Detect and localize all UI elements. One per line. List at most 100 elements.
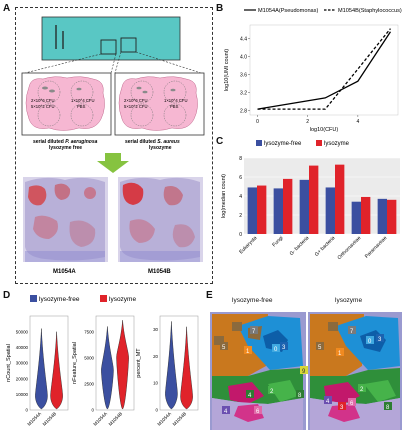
bar-lysozyme	[309, 165, 319, 234]
svg-text:4: 4	[326, 399, 330, 405]
section-right	[118, 177, 203, 262]
x-tick-label: G- bacteria	[289, 235, 311, 257]
y-tick-label: 20000	[16, 376, 29, 381]
y-tick-label: 10	[153, 381, 158, 386]
x-axis-label: log10(CFU)	[310, 127, 339, 133]
x-tick-label: Pararnavirae	[364, 235, 389, 260]
bar-lysozyme	[257, 185, 267, 234]
section-left	[23, 177, 108, 262]
y-tick-label: 4.0	[240, 54, 247, 60]
bar-lysozyme-free	[247, 187, 257, 234]
dish-left-cell-1: 2×10^6 CFU	[31, 98, 55, 103]
caption-right-line2: lysozyme	[149, 145, 172, 151]
dish-right-cell-1: 2×10^6 CFU	[124, 98, 148, 103]
capture-area-1	[100, 39, 117, 55]
y-axis-label: percent_MT	[136, 348, 142, 378]
legend-swatch-free	[30, 295, 37, 302]
svg-text:3: 3	[340, 405, 344, 411]
x-tick-label: 2	[306, 119, 309, 125]
panel-e-label: E	[206, 290, 213, 301]
y-tick-label: 40000	[16, 345, 29, 350]
y-tick-label: 10000	[16, 392, 29, 397]
panel-c-chart: 0 2 4 6 8 lysozyme-free lysozyme log(median cou…	[221, 140, 400, 261]
bar-lysozyme	[335, 164, 345, 234]
section-right-label: M1054B	[148, 269, 171, 275]
y-tick-label: 30000	[16, 361, 29, 366]
svg-text:4: 4	[248, 393, 252, 399]
legend-label-free: lysozyme-free	[39, 296, 80, 303]
panel-d-label: D	[3, 290, 11, 301]
y-tick-label: 0	[92, 408, 95, 413]
dish-left-cell-3: 5×10^2 CFU	[31, 104, 55, 109]
bar-lysozyme-free	[377, 198, 387, 234]
x-tick-label: M1054A	[26, 411, 42, 427]
panel-d-chart: lysozyme-free lysozyme 0 10000 20000 30000 400…	[6, 295, 199, 427]
panel-e-left-title: lysozyme-free	[232, 297, 273, 304]
panel-a-frame	[15, 7, 213, 284]
svg-text:3: 3	[282, 345, 286, 351]
series-line-pseudomonas	[257, 31, 392, 110]
svg-text:8: 8	[386, 405, 390, 411]
svg-text:9: 9	[302, 369, 306, 375]
panel-b-chart: M1054A(Pseudomonas) M1054B(Staphylococcus…	[224, 8, 402, 133]
dish-right-cell-2: 1×10^4 CFU	[164, 98, 188, 103]
violin-m1054a	[101, 326, 114, 410]
y-tick-label: 0	[239, 232, 242, 238]
svg-text:5: 5	[318, 345, 322, 351]
cluster-labels-right: 7 5 1 0 3 2 4 6 3 8	[316, 326, 392, 411]
svg-text:7: 7	[252, 329, 256, 335]
y-axis-label: nCount_Spatial	[6, 344, 12, 382]
y-tick-label: 50000	[16, 329, 29, 334]
caption-left-line2: lysozyme free	[49, 145, 82, 151]
y-axis-label: nFeature_Spatial	[72, 342, 78, 384]
svg-text:6: 6	[350, 401, 354, 407]
legend-swatch-free	[256, 140, 262, 146]
y-tick-label: 4	[239, 194, 242, 200]
svg-text:0: 0	[368, 339, 372, 345]
y-tick-label: 0	[26, 408, 29, 413]
x-tick-label: M1054B	[172, 411, 188, 427]
cluster-labels-left: 7 5 1 0 3 9 2 4 8 4 6	[220, 326, 308, 415]
bar-lysozyme-free	[299, 179, 309, 234]
y-tick-label: 8	[239, 156, 242, 162]
green-arrow	[97, 153, 129, 173]
dish-right-cell-4: PBS	[170, 104, 179, 109]
svg-text:5: 5	[222, 345, 226, 351]
bar-lysozyme	[387, 199, 397, 234]
dish-left-cell-4: PBS	[77, 104, 86, 109]
x-tick-label: 0	[256, 119, 259, 125]
bar-lysozyme-free	[351, 201, 361, 234]
y-axis-label: log(median count)	[221, 174, 227, 218]
dish-right-cell-3: 5×10^2 CFU	[124, 104, 148, 109]
dish-left-cell-2: 1×10^4 CFU	[71, 98, 95, 103]
bar-lysozyme-free	[325, 187, 335, 234]
y-tick-label: 7500	[84, 329, 94, 334]
svg-text:2: 2	[270, 389, 274, 395]
legend-label-lyso: lysozyme	[109, 296, 136, 303]
x-tick-label: Orthornavirae	[337, 235, 363, 261]
panel-a-graphic: 2×10^6 CFU 1×10^4 CFU 5×10^2 CFU PBS 2×1…	[21, 16, 205, 275]
svg-text:6: 6	[256, 409, 260, 415]
violin-m1054b	[180, 326, 193, 410]
svg-text:0: 0	[274, 347, 278, 353]
svg-text:1: 1	[246, 349, 250, 355]
panel-e-spatial: 7 5 1 0 3 9 2 4 8 4 6 7 5 1 0 3 2 4 6 3 …	[210, 312, 402, 430]
legend-swatch-lyso	[100, 295, 107, 302]
tissue-right	[118, 76, 198, 131]
y-tick-label: 4.4	[240, 36, 247, 42]
series-line-staphylococcus	[257, 28, 391, 110]
violin-m1054b	[50, 331, 63, 410]
tissue-left	[25, 76, 105, 131]
y-tick-label: 6	[239, 175, 242, 181]
svg-text:7: 7	[350, 329, 354, 335]
svg-text:1: 1	[338, 351, 342, 357]
y-tick-label: 2	[239, 213, 242, 219]
y-tick-label: 3.2	[240, 90, 247, 96]
y-tick-label: 0	[156, 408, 159, 413]
panel-c-label: C	[216, 136, 224, 147]
spatial-right	[308, 312, 402, 430]
violin-m1054a	[35, 328, 48, 410]
capture-area-2	[120, 37, 137, 53]
violin-m1054a	[165, 321, 178, 410]
y-axis-label: log10(UMI count)	[224, 49, 230, 91]
